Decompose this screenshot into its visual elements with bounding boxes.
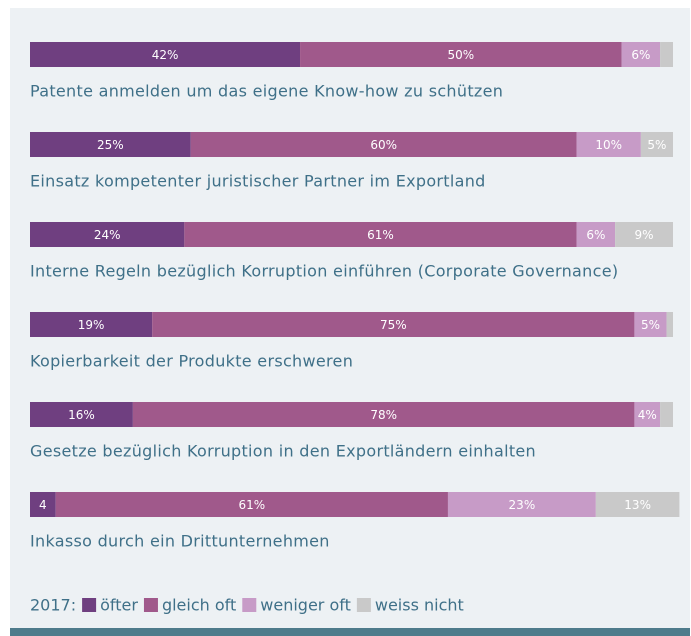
data-label: 4% xyxy=(638,408,657,422)
bar-segment xyxy=(634,312,667,337)
bar-segment xyxy=(447,492,596,517)
data-label: 23% xyxy=(509,498,536,512)
data-label: 19% xyxy=(78,318,105,332)
legend-label: gleich oft xyxy=(162,596,236,615)
bar-segment xyxy=(660,402,673,427)
category-label: Inkasso durch ein Drittunternehmen xyxy=(30,532,330,551)
bar-segment xyxy=(660,42,673,67)
legend-label: weniger oft xyxy=(260,596,351,615)
data-label: 4 xyxy=(39,498,47,512)
bar-segment xyxy=(30,42,301,67)
category-label: Interne Regeln bezüglich Korruption einf… xyxy=(30,262,618,281)
data-label: 24% xyxy=(94,228,121,242)
bar-segment xyxy=(132,402,635,427)
data-label: 5% xyxy=(641,318,660,332)
legend-label: öfter xyxy=(100,596,138,615)
bar-segment xyxy=(30,222,185,247)
data-label: 5% xyxy=(647,138,666,152)
data-label: 60% xyxy=(370,138,397,152)
bar-segment xyxy=(30,492,56,517)
data-label: 25% xyxy=(97,138,124,152)
legend-title: 2017: xyxy=(30,596,76,615)
legend-swatch xyxy=(356,598,371,612)
legend-swatch xyxy=(82,598,97,612)
bar-segment xyxy=(190,132,577,157)
bar-segment xyxy=(640,132,673,157)
bar-segment xyxy=(184,222,577,247)
data-label: 9% xyxy=(635,228,654,242)
bar-segment xyxy=(55,492,448,517)
bar-segment xyxy=(595,492,680,517)
bar-segment xyxy=(30,132,191,157)
bar-segment xyxy=(576,222,616,247)
bar-segment xyxy=(30,312,153,337)
legend-label: weiss nicht xyxy=(375,596,464,615)
bar-segment xyxy=(152,312,635,337)
category-label: Einsatz kompetenter juristischer Partner… xyxy=(30,172,486,191)
data-label: 61% xyxy=(367,228,394,242)
data-label: 61% xyxy=(238,498,265,512)
data-label: 6% xyxy=(586,228,605,242)
bar-segment xyxy=(615,222,673,247)
data-label: 16% xyxy=(68,408,95,422)
bar-segment xyxy=(621,42,661,67)
category-label: Kopierbarkeit der Produkte erschweren xyxy=(30,352,353,371)
bar-segment xyxy=(666,312,673,337)
data-label: 13% xyxy=(624,498,651,512)
bar-segment xyxy=(300,42,622,67)
legend-swatch xyxy=(242,598,257,612)
category-label: Gesetze bezüglich Korruption in den Expo… xyxy=(30,442,536,461)
data-label: 75% xyxy=(380,318,407,332)
bar-segment xyxy=(576,132,641,157)
legend-swatch xyxy=(143,598,158,612)
data-label: 6% xyxy=(631,48,650,62)
bar-segment xyxy=(634,402,661,427)
data-label: 50% xyxy=(447,48,474,62)
data-label: 10% xyxy=(595,138,622,152)
bar-segment xyxy=(30,402,133,427)
category-label: Patente anmelden um das eigene Know-how … xyxy=(30,82,503,101)
data-label: 42% xyxy=(152,48,179,62)
data-label: 78% xyxy=(370,408,397,422)
footer-bar xyxy=(10,628,690,636)
